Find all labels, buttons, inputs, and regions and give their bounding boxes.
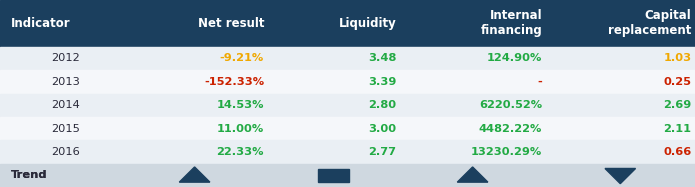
Text: 2012: 2012: [51, 53, 81, 63]
Text: Capital
replacement: Capital replacement: [608, 9, 692, 37]
Polygon shape: [179, 167, 210, 182]
Text: 3.48: 3.48: [368, 53, 396, 63]
Text: 2016: 2016: [51, 147, 81, 157]
Polygon shape: [457, 167, 488, 182]
Text: Trend: Trend: [10, 170, 47, 180]
Text: 2015: 2015: [51, 124, 81, 134]
Text: Internal
financing: Internal financing: [480, 9, 542, 37]
Text: 0.25: 0.25: [664, 77, 692, 87]
Text: -152.33%: -152.33%: [204, 77, 264, 87]
Text: 22.33%: 22.33%: [217, 147, 264, 157]
Text: 1.03: 1.03: [664, 53, 692, 63]
Text: -9.21%: -9.21%: [220, 53, 264, 63]
Text: Net result: Net result: [197, 17, 264, 30]
Text: 14.53%: 14.53%: [217, 100, 264, 110]
Text: Indicator: Indicator: [10, 17, 70, 30]
Text: Liquidity: Liquidity: [338, 17, 396, 30]
Text: Trend: Trend: [10, 170, 47, 180]
Text: 2013: 2013: [51, 77, 81, 87]
Bar: [0, 117, 695, 140]
Text: 3.39: 3.39: [368, 77, 396, 87]
Bar: [0, 94, 695, 117]
Text: 124.90%: 124.90%: [486, 53, 542, 63]
Text: -: -: [537, 77, 542, 87]
Text: 11.00%: 11.00%: [217, 124, 264, 134]
Polygon shape: [605, 168, 636, 184]
Bar: [0, 140, 695, 164]
Bar: [0, 70, 695, 94]
Text: 2.77: 2.77: [368, 147, 396, 157]
Text: 2.80: 2.80: [368, 100, 396, 110]
Text: 6220.52%: 6220.52%: [479, 100, 542, 110]
Bar: [0, 47, 695, 70]
Text: 3.00: 3.00: [368, 124, 396, 134]
Text: 0.66: 0.66: [663, 147, 692, 157]
Bar: [318, 169, 349, 182]
Text: 2014: 2014: [51, 100, 81, 110]
Bar: [0, 0, 695, 47]
Text: 4482.22%: 4482.22%: [479, 124, 542, 134]
Text: 13230.29%: 13230.29%: [471, 147, 542, 157]
Text: 2.69: 2.69: [663, 100, 692, 110]
Text: 2.11: 2.11: [664, 124, 692, 134]
Bar: [0, 164, 695, 187]
